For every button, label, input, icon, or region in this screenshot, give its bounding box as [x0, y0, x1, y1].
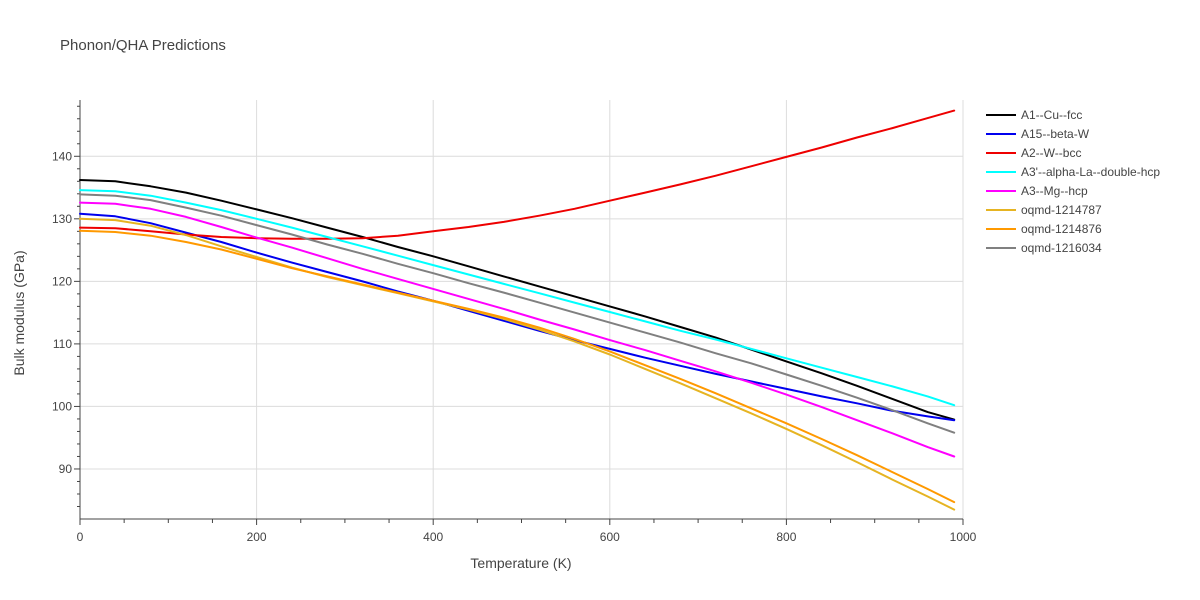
legend-item-6[interactable]: oqmd-1214876 [986, 222, 1102, 236]
x-tick-label: 0 [77, 530, 84, 544]
x-tick-label: 800 [776, 530, 796, 544]
axes [74, 100, 964, 525]
legend-label: oqmd-1216034 [1021, 241, 1102, 255]
legend-label: A3'--alpha-La--double-hcp [1021, 165, 1160, 179]
y-axis-label: Bulk modulus (GPa) [11, 250, 27, 375]
y-tick-label: 110 [53, 337, 72, 351]
legend-item-0[interactable]: A1--Cu--fcc [986, 108, 1082, 122]
y-tick-label: 90 [59, 462, 73, 476]
legend-item-5[interactable]: oqmd-1214787 [986, 203, 1102, 217]
series-line-2 [79, 109, 956, 240]
legend-item-3[interactable]: A3'--alpha-La--double-hcp [986, 165, 1160, 179]
y-tick-label: 140 [52, 149, 72, 163]
series-line-1 [79, 212, 956, 422]
y-tick-label: 120 [52, 274, 72, 288]
x-tick-label: 1000 [950, 530, 977, 544]
y-tick-label: 130 [52, 212, 72, 226]
legend-label: oqmd-1214787 [1021, 203, 1102, 217]
series-line-4 [79, 201, 956, 458]
legend-item-2[interactable]: A2--W--bcc [986, 146, 1081, 160]
legend-item-4[interactable]: A3--Mg--hcp [986, 184, 1088, 198]
x-tick-label: 200 [247, 530, 267, 544]
series-lines [79, 109, 956, 511]
legend-label: A15--beta-W [1021, 127, 1090, 141]
tick-labels: 0 200 400 600 800 1000 90 100 110 120 130 140 [52, 149, 977, 544]
x-tick-label: 400 [423, 530, 443, 544]
legend-item-7[interactable]: oqmd-1216034 [986, 241, 1102, 255]
x-tick-label: 600 [600, 530, 620, 544]
y-tick-label: 100 [52, 399, 72, 413]
series-line-7 [79, 193, 956, 434]
legend[interactable]: A1--Cu--fcc A15--beta-W A2--W--bcc A3'--alp… [986, 108, 1160, 255]
legend-label: oqmd-1214876 [1021, 222, 1102, 236]
legend-label: A1--Cu--fcc [1021, 108, 1082, 122]
legend-label: A2--W--bcc [1021, 146, 1081, 160]
series-line-6 [79, 229, 956, 504]
x-axis-label: Temperature (K) [470, 555, 571, 571]
series-line-5 [79, 217, 956, 511]
series-line-3 [79, 189, 956, 407]
series-line-0 [79, 179, 956, 421]
legend-label: A3--Mg--hcp [1021, 184, 1088, 198]
legend-item-1[interactable]: A15--beta-W [986, 127, 1090, 141]
chart-title: Phonon/QHA Predictions [60, 37, 226, 54]
grid [80, 100, 964, 519]
